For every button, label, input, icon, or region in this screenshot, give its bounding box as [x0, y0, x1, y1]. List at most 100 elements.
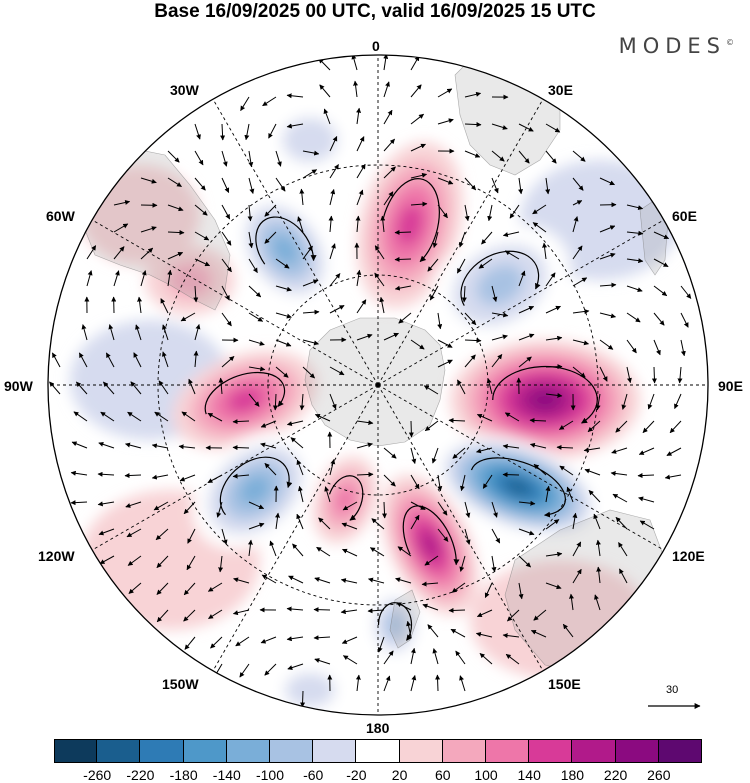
wind-vector [518, 177, 524, 195]
wind-vector [464, 204, 470, 222]
wind-vector [151, 443, 169, 449]
wind-vector [342, 548, 358, 557]
wind-vector [593, 513, 601, 530]
wind-vector [356, 420, 374, 426]
wind-vector [167, 177, 182, 188]
wind-vector [329, 136, 338, 152]
wind-vector [455, 650, 466, 665]
wind-vector [248, 393, 260, 407]
wind-vector [125, 442, 142, 449]
wind-vector [533, 609, 547, 621]
wind-vector [410, 143, 426, 152]
wind-vector [437, 312, 443, 330]
wind-vector [423, 385, 439, 395]
wind-vector [232, 609, 250, 616]
wind-vector [638, 447, 655, 455]
colorbar-tick-label: -100 [255, 767, 285, 783]
meridian-line [91, 384, 379, 551]
wind-vector [572, 150, 586, 162]
wind-vector [556, 444, 574, 450]
streamline-loop [382, 178, 440, 263]
wind-vector [619, 568, 628, 584]
colorbar-swatch [54, 739, 98, 763]
wind-vector [507, 609, 520, 622]
polar-map [47, 54, 709, 716]
wind-vector [193, 350, 199, 368]
wind-vector [81, 324, 88, 341]
wind-vector [491, 354, 503, 368]
wind-vector [329, 393, 337, 410]
anomaly-min-60w [232, 190, 338, 310]
wind-vector [545, 305, 561, 314]
wind-vector [302, 309, 320, 315]
colorbar-swatch [97, 739, 141, 763]
wind-vector [340, 578, 358, 584]
streamline-loop [204, 371, 286, 415]
wind-vector [491, 285, 498, 302]
wind-vector [518, 333, 535, 341]
anomaly-max-90e [450, 340, 640, 460]
wind-vector [435, 674, 441, 692]
wind-vector [572, 309, 590, 314]
wind-vectors [49, 55, 692, 708]
wind-vector [221, 312, 232, 327]
wind-vector [572, 200, 583, 206]
wind-vector [427, 258, 439, 272]
wind-vector [437, 339, 453, 348]
streamline [255, 216, 317, 265]
wind-vector [504, 250, 520, 260]
wind-vector [221, 204, 231, 220]
wind-vector [264, 204, 277, 217]
wind-vector [275, 512, 280, 530]
wind-vector [86, 245, 97, 260]
wind-vector [599, 252, 616, 260]
colorbar-swatch [183, 739, 227, 763]
label-180: 180 [366, 720, 390, 736]
wind-vector [275, 339, 292, 347]
wind-vector [491, 312, 509, 318]
wind-vector [329, 164, 339, 179]
wind-vector [76, 381, 88, 395]
wind-vector [221, 528, 228, 545]
wind-vector [126, 528, 142, 538]
wind-vector [572, 366, 586, 378]
wind-vector [329, 189, 336, 206]
wind-vector [410, 339, 425, 350]
wind-vector [240, 96, 250, 112]
meridian-line [212, 384, 379, 672]
streamline [460, 250, 541, 306]
wind-vector [328, 215, 334, 233]
wind-vector [113, 200, 131, 206]
wind-vector [210, 636, 223, 649]
wind-vector [184, 636, 196, 650]
wind-vector [572, 512, 578, 530]
wind-vector [437, 359, 453, 368]
wind-vector [583, 447, 601, 453]
wind-vector [299, 188, 305, 206]
wind-vector [626, 285, 643, 293]
streamline [219, 456, 293, 516]
wind-vector [98, 441, 115, 449]
anomaly-min-30w [255, 95, 365, 185]
wind-vector [437, 501, 448, 516]
wind-vector [162, 324, 169, 341]
wind-vector [103, 381, 115, 395]
map-title: Base 16/09/2025 00 UTC, valid 16/09/2025… [154, 1, 596, 22]
wind-vector [464, 122, 482, 128]
colorbar-swatch [140, 739, 184, 763]
wind-vector [518, 123, 534, 132]
wind-vector [319, 84, 331, 98]
wind-vector [410, 447, 417, 464]
wind-vector [566, 486, 574, 503]
wind-vector [464, 338, 482, 344]
wind-vector [572, 216, 579, 233]
meridian-line [377, 384, 665, 551]
wind-vector [638, 496, 655, 503]
wind-vector [612, 493, 628, 503]
wind-vector [674, 393, 682, 410]
wind-vector [218, 555, 224, 573]
wind-vector [302, 339, 319, 346]
wind-vector [505, 653, 520, 665]
wind-vector [448, 417, 466, 423]
wind-vector [545, 519, 560, 530]
